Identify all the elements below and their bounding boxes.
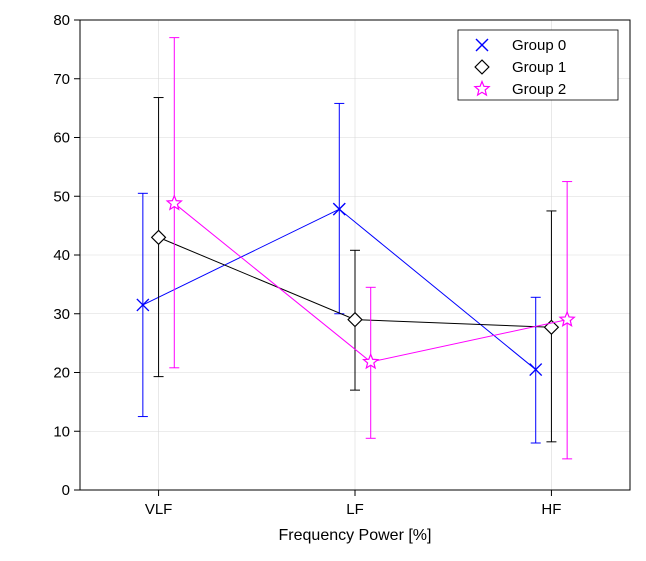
chart-container: 0 10 20 30 40 50 60 70 80 VLF LF HF Frequency Power …: [0, 0, 646, 561]
y-tick-label: 70: [53, 71, 70, 88]
legend-label: Group 2: [512, 81, 566, 98]
y-tick-label: 50: [53, 188, 70, 205]
y-tick-label: 0: [62, 482, 70, 499]
legend-label: Group 1: [512, 59, 566, 76]
chart-svg: 0 10 20 30 40 50 60 70 80 VLF LF HF Frequency Power …: [0, 0, 646, 561]
x-tick-label: LF: [346, 501, 364, 518]
x-axis-title: Frequency Power [%]: [279, 527, 432, 544]
y-tick-label: 30: [53, 306, 70, 323]
y-tick-label: 80: [53, 12, 70, 29]
legend: Group 0 Group 1 Group 2: [458, 30, 618, 100]
y-tick-label: 60: [53, 130, 70, 147]
y-tick-label: 20: [53, 365, 70, 382]
legend-label: Group 0: [512, 37, 566, 54]
y-tick-label: 40: [53, 247, 70, 264]
x-tick-label: VLF: [145, 501, 173, 518]
x-tick-label: HF: [541, 501, 561, 518]
y-tick-label: 10: [53, 423, 70, 440]
